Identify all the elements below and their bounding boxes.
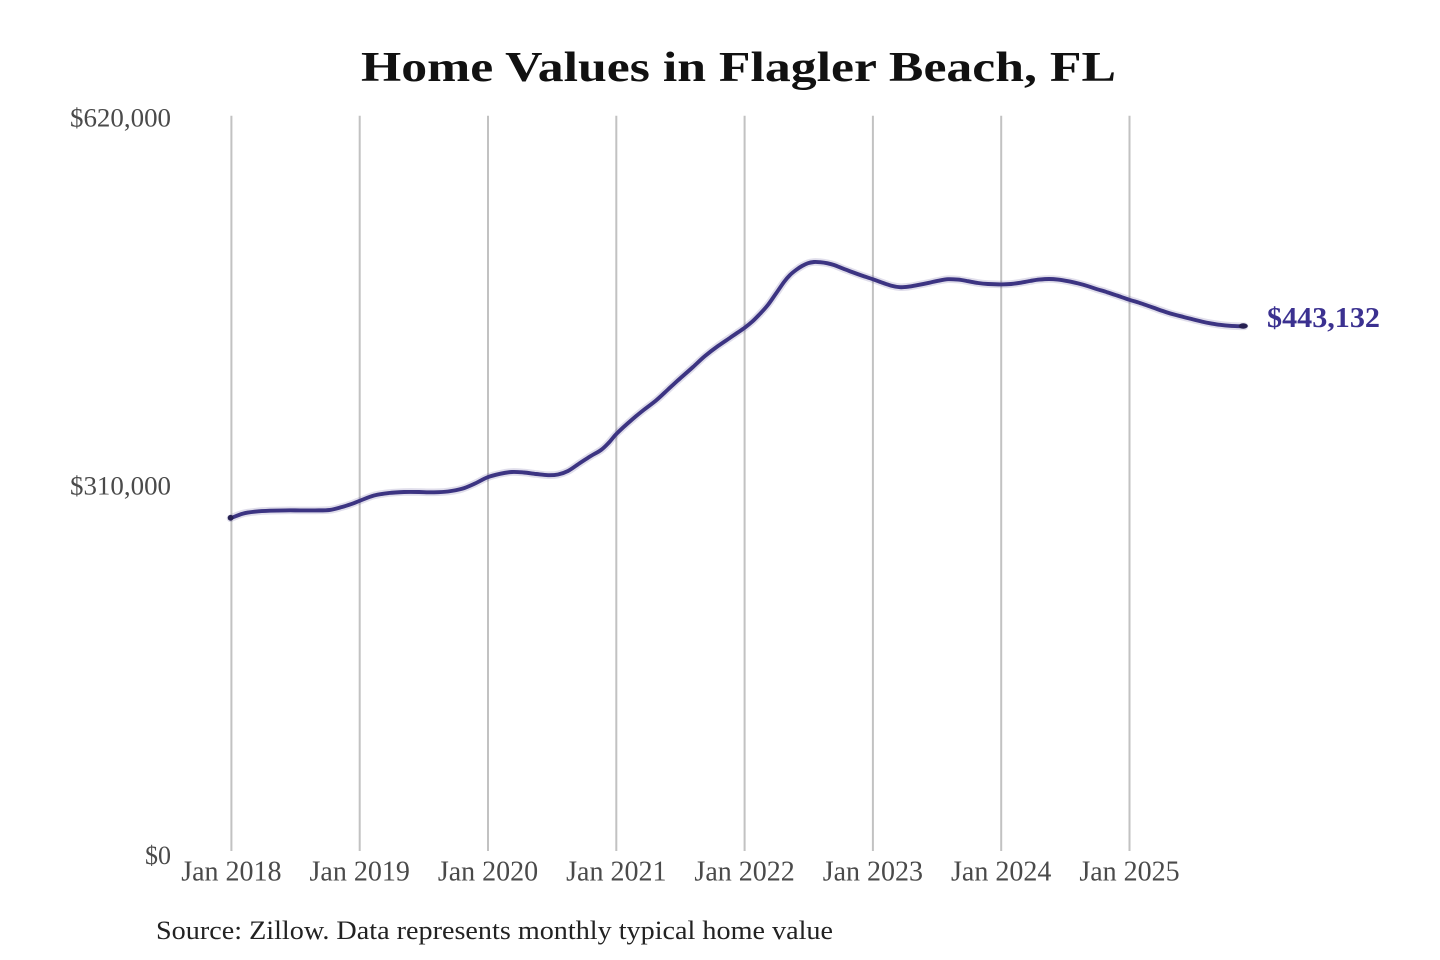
svg-text:Jan 2019: Jan 2019 [310, 857, 410, 888]
svg-text:Jan 2018: Jan 2018 [181, 857, 281, 888]
svg-text:Home Values in Flagler Beach,: Home Values in Flagler Beach, FL [361, 45, 1116, 91]
svg-text:$620,000: $620,000 [70, 103, 171, 132]
svg-text:Jan 2025: Jan 2025 [1079, 857, 1179, 888]
svg-text:$443,132: $443,132 [1267, 302, 1380, 334]
svg-text:$310,000: $310,000 [70, 471, 171, 500]
svg-text:Jan 2023: Jan 2023 [823, 857, 923, 888]
svg-text:Jan 2024: Jan 2024 [951, 857, 1051, 888]
svg-text:Jan 2021: Jan 2021 [566, 857, 666, 888]
svg-text:Jan 2020: Jan 2020 [438, 857, 538, 888]
svg-text:$0: $0 [145, 841, 171, 870]
svg-text:Jan 2022: Jan 2022 [694, 857, 794, 888]
svg-text:Source: Zillow. Data represent: Source: Zillow. Data represents monthly … [156, 916, 833, 945]
